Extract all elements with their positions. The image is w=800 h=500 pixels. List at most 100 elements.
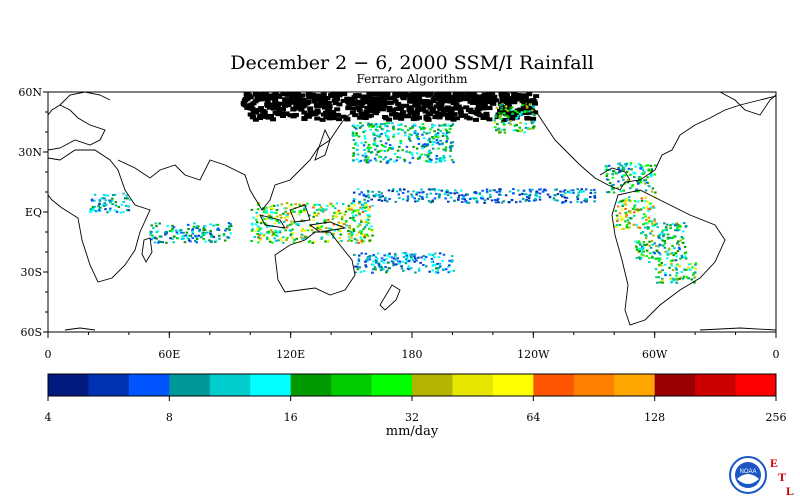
- no-data-cell: [349, 110, 356, 115]
- rain-cell: [268, 238, 271, 241]
- rain-cell: [362, 194, 366, 197]
- rain-cell: [678, 265, 682, 268]
- rain-cell: [417, 267, 421, 270]
- rain-cell: [383, 259, 386, 262]
- no-data-cell: [363, 109, 370, 114]
- no-data-cell: [299, 98, 306, 103]
- no-data-cell: [511, 92, 518, 97]
- rain-cell: [175, 237, 179, 240]
- no-data-cell: [464, 115, 471, 120]
- rain-cell: [437, 189, 441, 192]
- rain-cell: [302, 208, 306, 211]
- rain-cell: [370, 229, 374, 232]
- rain-cell: [625, 197, 629, 200]
- no-data-cell: [291, 92, 298, 97]
- rain-cell: [506, 109, 510, 112]
- rain-cell: [407, 136, 411, 139]
- rain-cell: [355, 241, 358, 244]
- rain-cell: [626, 181, 630, 184]
- rain-cell: [680, 235, 684, 238]
- colorbar-swatch: [533, 374, 575, 396]
- rain-cell: [425, 265, 428, 268]
- rain-cell: [123, 197, 127, 200]
- coastline-australia: [274, 231, 356, 296]
- rain-cell: [262, 208, 266, 211]
- no-data-cell: [530, 98, 537, 103]
- rain-cell: [675, 268, 678, 271]
- rain-cell: [663, 263, 667, 266]
- rain-cell: [380, 195, 383, 198]
- rain-cell: [503, 128, 506, 131]
- no-data-cell: [254, 97, 261, 102]
- rain-cell: [664, 274, 667, 277]
- no-data-cell: [454, 92, 461, 97]
- rain-cell: [350, 239, 353, 242]
- rain-cell: [277, 221, 281, 224]
- rain-cell: [619, 190, 623, 193]
- rain-cell: [506, 115, 509, 118]
- rain-cell: [366, 156, 370, 159]
- rain-cell: [442, 154, 445, 157]
- rain-cell: [269, 206, 272, 209]
- no-data-cell: [486, 117, 493, 122]
- colorbar-swatch: [290, 374, 332, 396]
- rain-cell: [624, 162, 627, 165]
- rain-cell: [260, 232, 263, 235]
- coastline-north-america: [509, 92, 776, 191]
- rain-cell: [428, 149, 431, 152]
- rain-cell: [259, 227, 263, 230]
- rain-cell: [589, 195, 592, 198]
- rain-cell: [508, 190, 512, 193]
- rain-cell: [370, 151, 374, 154]
- rain-cell: [664, 226, 668, 229]
- rain-cell: [202, 233, 205, 236]
- rain-cell: [496, 123, 499, 126]
- rain-cell: [355, 141, 358, 144]
- rain-cell: [657, 245, 660, 248]
- rain-cell: [439, 265, 442, 268]
- rain-cell: [395, 159, 399, 162]
- rain-cell: [691, 266, 694, 269]
- no-data-cell: [260, 111, 267, 116]
- rain-cell: [351, 211, 354, 214]
- rain-cell: [672, 277, 675, 280]
- rain-cell: [378, 133, 382, 136]
- rain-cell: [481, 197, 485, 200]
- rain-cell: [361, 124, 365, 127]
- rain-cell: [670, 277, 674, 280]
- rain-cell: [368, 258, 372, 261]
- rain-cell: [371, 271, 374, 274]
- colorbar-swatch: [88, 374, 130, 396]
- rain-cell: [371, 125, 374, 128]
- no-data-cell: [270, 102, 277, 107]
- rain-cell: [522, 189, 526, 192]
- rain-cell: [295, 237, 298, 240]
- no-data-cell: [368, 108, 375, 113]
- rain-cell: [275, 231, 278, 234]
- rain-cell: [663, 222, 666, 225]
- colorbar-tick-label: 64: [526, 411, 540, 424]
- rain-cell: [451, 141, 455, 144]
- rain-cell: [428, 137, 431, 140]
- rain-cell: [161, 241, 165, 244]
- rain-cell: [400, 267, 404, 270]
- rain-cell: [645, 243, 649, 246]
- rain-cell: [646, 176, 649, 179]
- rain-cell: [449, 141, 453, 144]
- rain-cell: [381, 195, 384, 198]
- no-data-cell: [473, 117, 480, 122]
- no-data-cell: [445, 116, 452, 121]
- rain-cell: [677, 223, 681, 226]
- rain-cell: [413, 197, 417, 200]
- no-data-cell: [319, 117, 326, 122]
- rain-cell: [318, 203, 321, 206]
- rain-cell: [620, 175, 624, 178]
- rain-cell: [254, 230, 257, 233]
- rain-cell: [193, 239, 197, 242]
- rain-cell: [378, 135, 382, 138]
- rain-cell: [106, 194, 110, 197]
- no-data-cell: [475, 104, 482, 109]
- rain-cell: [684, 255, 687, 258]
- rain-cell: [382, 268, 385, 271]
- rain-cell: [521, 104, 524, 107]
